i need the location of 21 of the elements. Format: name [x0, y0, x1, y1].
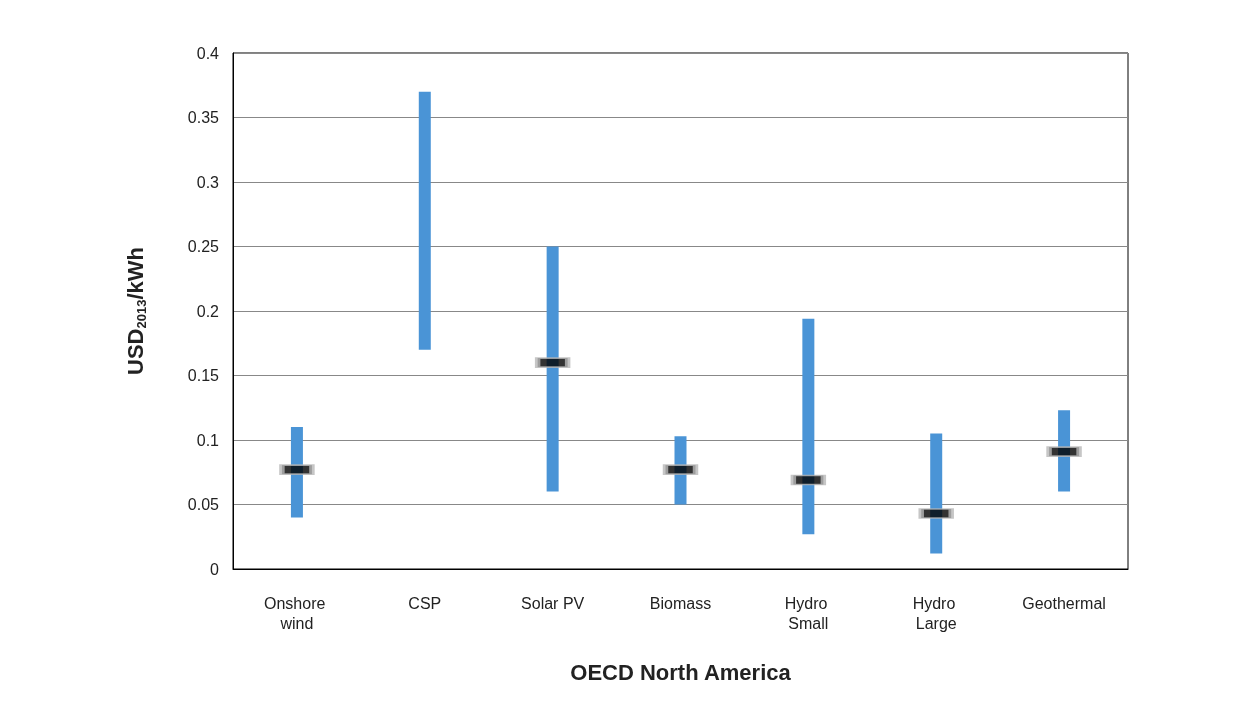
x-tick-label: Biomass — [649, 594, 712, 612]
bar — [930, 433, 943, 554]
y-tick-label: 0.4 — [196, 44, 220, 62]
bar — [546, 246, 559, 492]
y-tick-label: 0.05 — [187, 496, 220, 513]
y-tick-label: 0.35 — [187, 109, 220, 126]
y-tick-label: 0.25 — [187, 238, 220, 255]
x-tick-label: Hydro Large — [912, 594, 960, 632]
x-tick-label: Geothermal — [1022, 594, 1106, 612]
x-tick-label: Solar PV — [521, 594, 585, 612]
y-tick-label: 0.2 — [196, 302, 220, 320]
x-tick-label: Onshore wind — [264, 594, 330, 632]
y-tick-label: 0.15 — [187, 367, 220, 384]
x-tick-label: CSP — [408, 594, 442, 612]
bar — [418, 91, 431, 350]
y-tick-label: 0.3 — [196, 173, 220, 191]
y-tick-label: 0.1 — [196, 431, 220, 449]
x-tick-label: Hydro Small — [784, 594, 832, 632]
y-tick-label: 0 — [210, 560, 220, 578]
x-axis-title: OECD North America — [570, 659, 792, 685]
bar — [802, 318, 815, 535]
